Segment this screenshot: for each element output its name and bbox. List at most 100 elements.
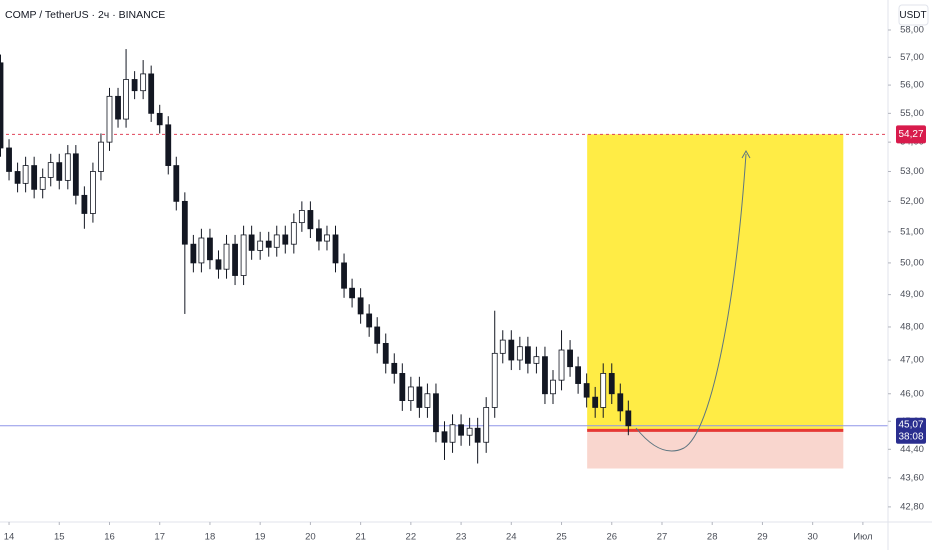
candle-body [424,393,431,408]
x-tick-label: 18 [205,532,216,543]
chart-title: COMP / TetherUS · 2ч · BINANCE [5,9,165,21]
y-tick-label: 49,00 [900,289,924,300]
candle-body [257,240,264,251]
candle-body [131,79,138,92]
candle-body [583,383,590,398]
candle-body [123,79,129,120]
y-tick-label: 50,00 [900,257,924,268]
candles-layer [0,49,632,464]
x-tick-label: 21 [355,532,366,543]
candle-body [165,124,172,166]
candle-body [324,234,330,242]
x-tick-label: 22 [406,532,417,543]
candle-body [6,147,12,172]
candle-body [567,349,573,368]
x-tick-label: 25 [556,532,567,543]
last-price-box [896,417,926,444]
candle-body [31,165,38,190]
y-tick-label: 48,00 [900,321,924,332]
candle-body [391,362,398,374]
currency: USDT [899,10,926,21]
candle-body [524,346,531,364]
countdown: 38:08 [898,431,923,442]
candle-body [115,95,121,120]
arrow-head [741,149,751,159]
candle-body [357,297,364,315]
y-tick-label: 57,00 [900,52,924,63]
candle-body [374,326,381,344]
x-tick-label: 20 [305,532,316,543]
candle-body [207,237,213,261]
candle-body [39,177,46,190]
candle-body [81,194,88,214]
candle-body [232,243,238,276]
candle-body [140,73,147,92]
y-tick-label: 44,40 [900,444,924,455]
y-tick-label: 47,00 [900,355,924,366]
x-tick-label: 16 [104,532,115,543]
candle-body [64,153,71,181]
candle-body [14,171,21,184]
candle-body [223,243,230,270]
stop-zone [587,430,844,469]
y-tick-label: 42,80 [900,501,924,512]
candle-body [273,234,280,248]
candle-body [516,346,523,361]
projection-arrow [635,153,747,452]
candle-body [173,165,180,202]
price-axis-bg [888,0,932,550]
y-tick-label: 58,00 [900,25,924,36]
candle-body [98,141,104,172]
x-tick-label: 23 [456,532,467,543]
candle-body [90,171,96,214]
candle-body [625,410,632,427]
candle-body [416,386,423,408]
candle-body [47,162,54,178]
candle-body [407,386,414,401]
target-zone [587,134,844,431]
candle-body [466,427,473,436]
target-label-box [896,125,926,144]
target-label: 54,27 [898,129,923,140]
candle-body [215,259,222,270]
x-tick-label: 14 [4,532,15,543]
candle-body [550,379,556,395]
candle-body [290,222,297,245]
candle-body [148,73,155,114]
candle-body [458,424,464,436]
candle-body [449,424,456,443]
candle-body [198,237,205,264]
candle-body [265,240,272,248]
candle-body [533,356,540,364]
x-tick-label: 30 [807,532,818,543]
candle-body [181,200,188,245]
x-tick-label: 24 [506,532,517,543]
candle-body [156,112,163,126]
x-tick-label: 17 [154,532,165,543]
candle-body [474,427,481,443]
currency-box[interactable] [898,4,929,26]
candle-body [316,228,322,242]
x-tick-label: Июл [853,532,872,543]
x-tick-label: 26 [606,532,617,543]
candle-body [282,234,289,245]
candle-body [382,342,389,364]
candle-body [0,62,4,149]
candle-body [542,356,548,395]
candle-body [508,339,515,361]
y-tick-label: 43,60 [900,472,924,483]
y-tick-label: 56,00 [900,80,924,91]
candle-body [349,287,355,299]
candle-body [441,431,448,443]
candle-body [366,313,373,328]
candle-body [617,393,624,412]
candle-body [332,234,339,264]
y-tick-label: 53,00 [900,166,924,177]
candle-body [298,210,305,224]
candle-body [56,162,63,181]
y-tick-label: 55,00 [900,108,924,119]
x-tick-label: 29 [757,532,768,543]
candle-body [307,210,314,230]
